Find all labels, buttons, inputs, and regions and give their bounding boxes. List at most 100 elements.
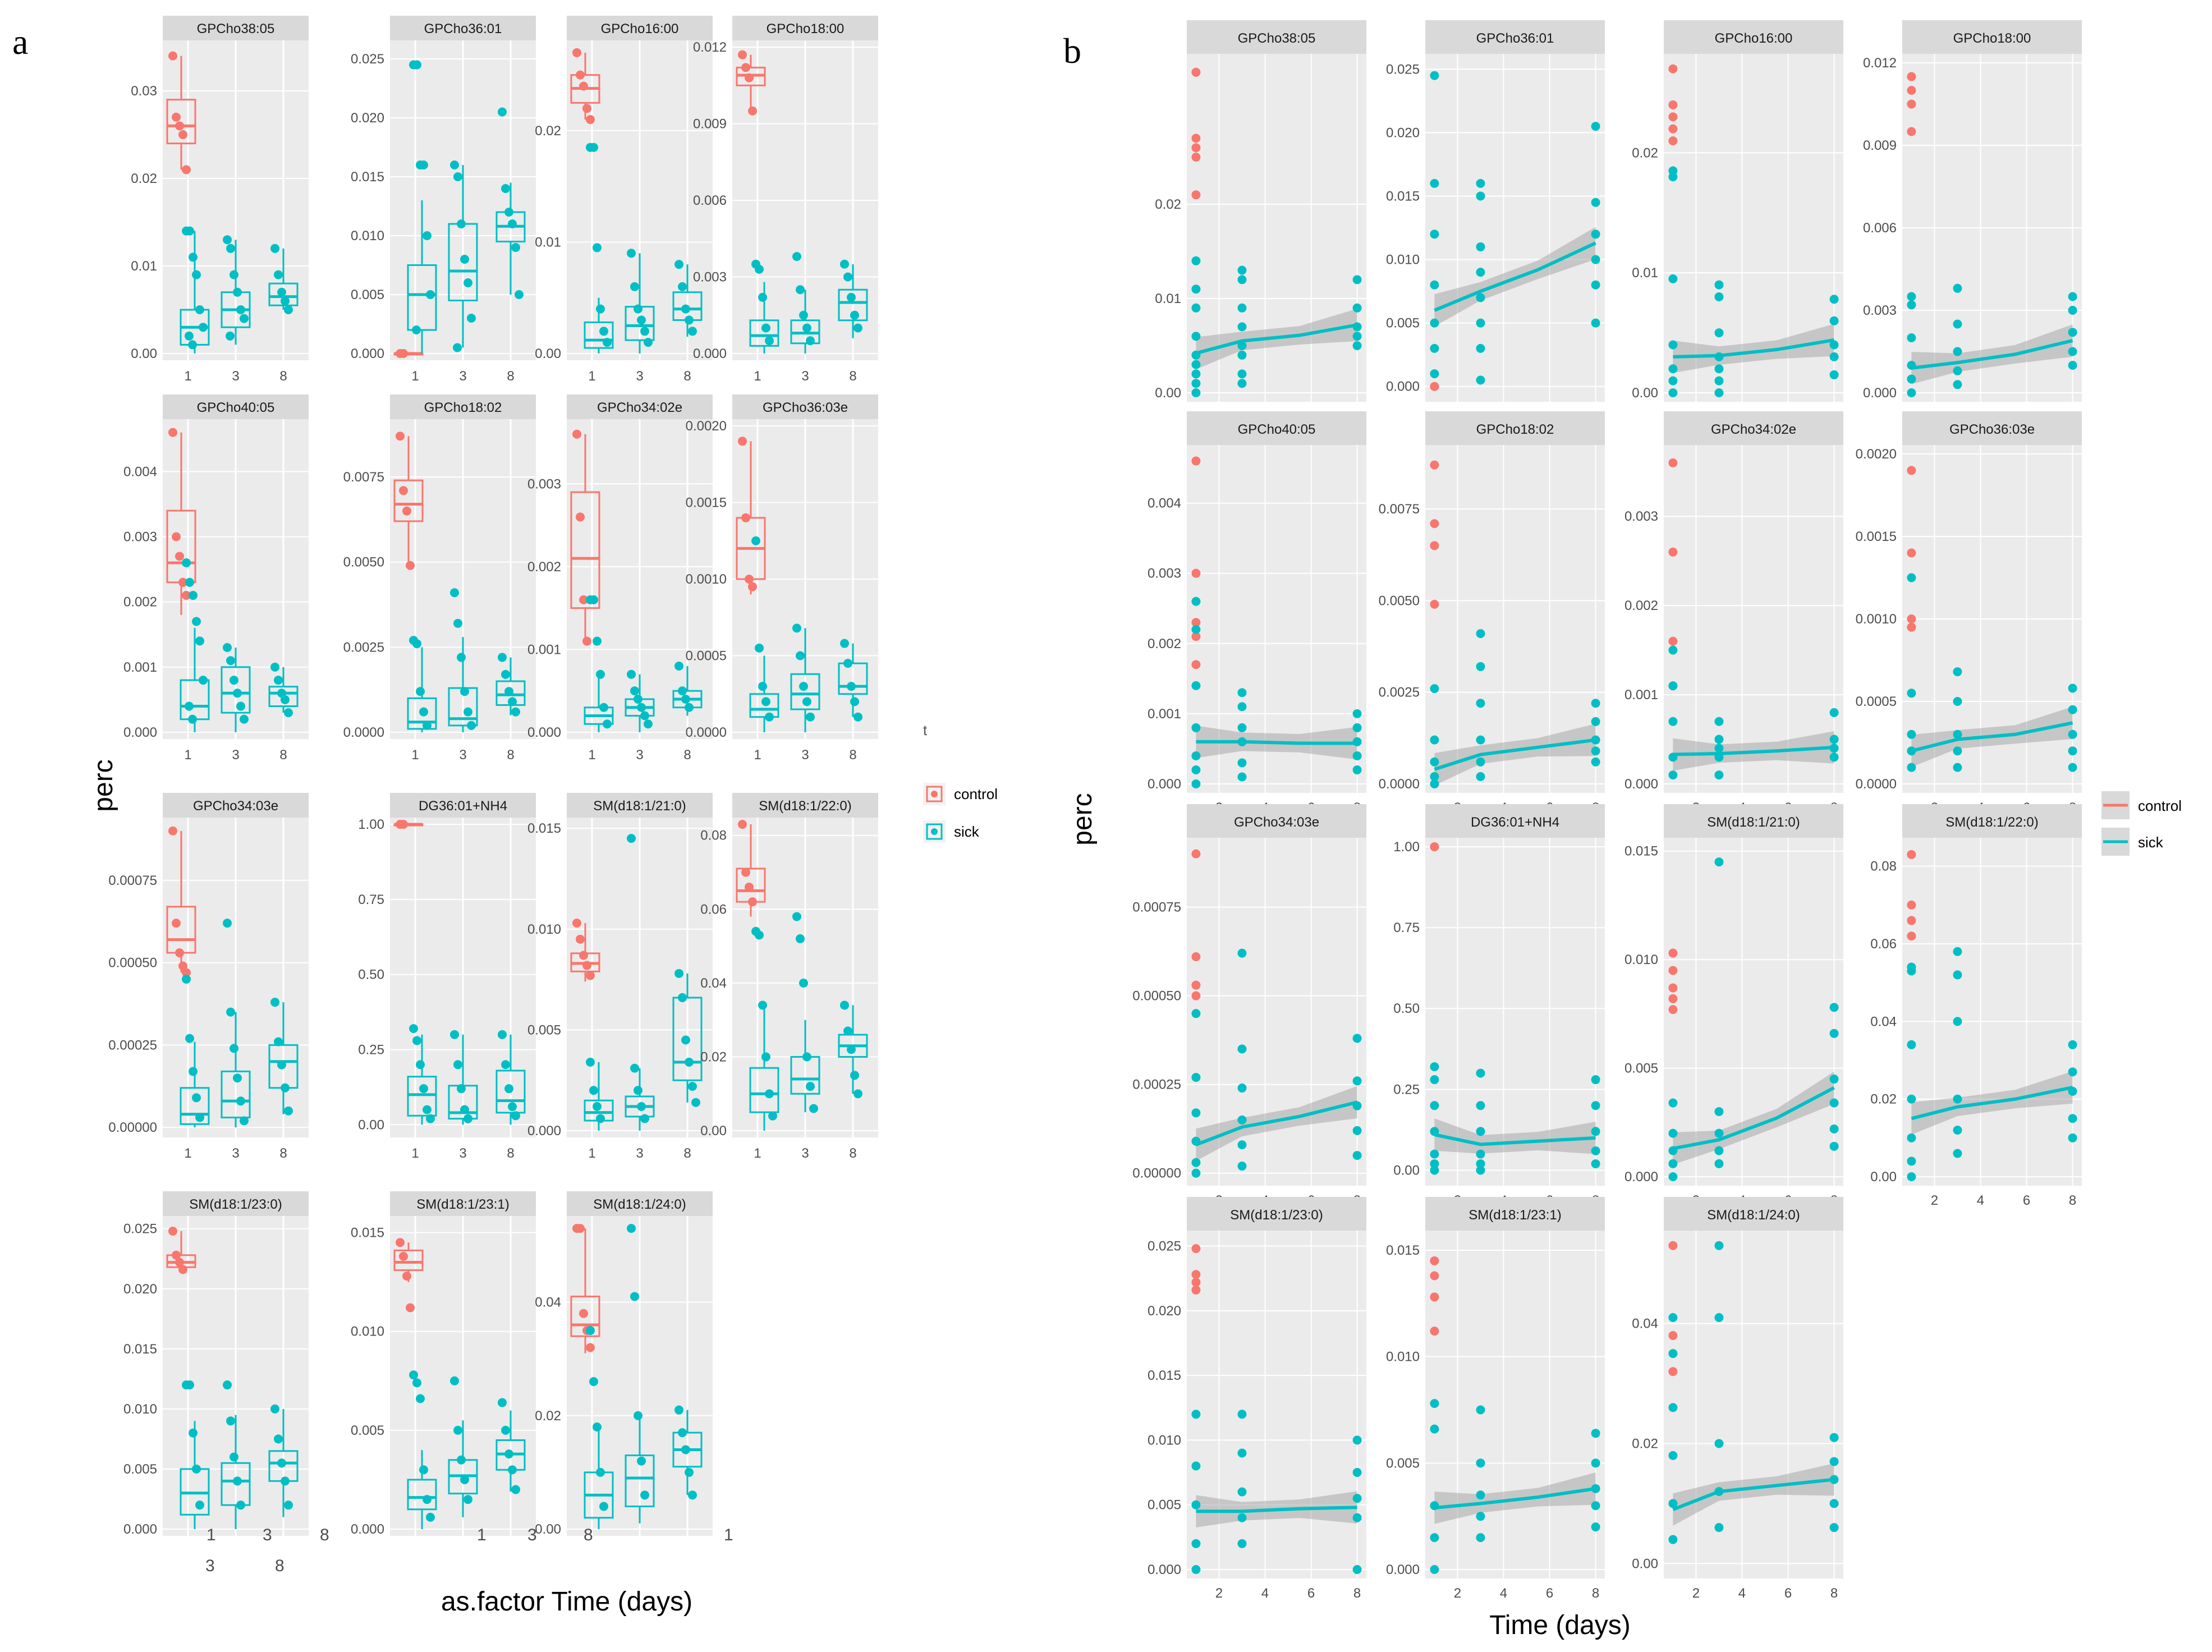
data-point-sick xyxy=(1668,1499,1678,1508)
data-point-sick xyxy=(426,290,435,299)
data-point-control xyxy=(1430,599,1439,609)
y-tick-label: 0.015 xyxy=(123,1342,157,1357)
data-point-sick xyxy=(416,687,425,696)
data-point-sick xyxy=(1953,1125,1962,1135)
data-point-sick xyxy=(761,1052,770,1062)
data-point-sick xyxy=(467,314,476,323)
data-point-sick xyxy=(586,1326,595,1336)
legend-key-control-box xyxy=(926,786,943,802)
x-tick-label: 6 xyxy=(1307,1586,1315,1601)
data-point-sick xyxy=(2068,292,2077,301)
box-iqr xyxy=(672,997,703,1081)
data-point-sick xyxy=(1237,322,1247,332)
data-point-sick xyxy=(1476,1490,1485,1500)
data-point-sick xyxy=(765,336,774,346)
data-point-sick xyxy=(409,1024,418,1033)
data-point-sick xyxy=(685,1467,694,1477)
data-point-sick xyxy=(1591,757,1600,767)
data-point-sick xyxy=(1191,1108,1201,1118)
data-point-control xyxy=(1668,547,1678,557)
stray-label: 8 xyxy=(275,1557,284,1575)
data-point-control xyxy=(576,70,585,80)
y-tick-label: 0.02 xyxy=(700,1049,727,1064)
data-point-control xyxy=(1907,86,1916,95)
data-point-control xyxy=(1668,458,1678,467)
data-point-control xyxy=(182,165,191,175)
data-point-sick xyxy=(226,244,235,253)
data-point-control xyxy=(1191,980,1201,990)
data-point-sick xyxy=(1430,1149,1439,1159)
facet-a-5: GPCho18:02 0.0000 0.0025 0.0050 0.0075 1 3 8 xyxy=(343,394,536,763)
data-point-sick xyxy=(274,270,283,279)
y-tick-label: 0.015 xyxy=(527,821,561,836)
stray-label: 1 xyxy=(724,1526,733,1544)
data-point-sick xyxy=(853,712,862,722)
data-point-sick xyxy=(1237,758,1247,768)
data-point-sick xyxy=(1668,1128,1678,1138)
y-tick-label: 0.000 xyxy=(693,346,727,361)
facet-b-7: GPCho36:03e 0.0000 0.0005 0.0010 0.0015 0.002… xyxy=(1856,411,2082,815)
data-point-control xyxy=(738,50,747,59)
data-point-sick xyxy=(1237,275,1247,284)
data-point-sick xyxy=(1953,729,1962,739)
data-point-control xyxy=(182,968,191,978)
data-point-sick xyxy=(1430,318,1439,328)
y-tick-label: 0.0075 xyxy=(1379,502,1420,517)
data-point-sick xyxy=(498,107,507,117)
data-point-control xyxy=(1191,153,1201,162)
panel-b-legend: control sick xyxy=(2101,791,2182,856)
data-point-sick xyxy=(274,1434,283,1444)
data-point-sick xyxy=(678,993,687,1002)
data-point-sick xyxy=(1237,1539,1247,1548)
data-point-sick xyxy=(2068,1114,2077,1123)
data-point-sick xyxy=(188,340,197,350)
legend-b-label-control: control xyxy=(2138,797,2182,814)
data-point-sick xyxy=(511,1111,520,1121)
stray-label: 1 xyxy=(206,1526,216,1544)
data-point-control xyxy=(178,1265,187,1274)
data-point-sick xyxy=(589,143,598,152)
data-point-sick xyxy=(453,343,462,352)
y-tick-label: 0.04 xyxy=(700,976,727,991)
data-point-sick xyxy=(1591,255,1600,264)
data-point-sick xyxy=(1907,292,1916,301)
data-point-sick xyxy=(182,974,191,984)
data-point-sick xyxy=(1237,772,1247,782)
data-point-sick xyxy=(2068,1086,2077,1096)
y-tick-label: 0.003 xyxy=(1148,566,1181,581)
y-tick-label: 0.010 xyxy=(1148,1433,1181,1448)
data-point-sick xyxy=(1237,1162,1247,1171)
data-point-sick xyxy=(1829,1029,1839,1038)
data-point-sick xyxy=(1668,752,1678,762)
box-iqr xyxy=(790,673,820,710)
data-point-sick xyxy=(226,1007,235,1017)
data-point-sick xyxy=(1430,757,1439,767)
y-tick-label: 0.015 xyxy=(1386,189,1420,204)
data-point-sick xyxy=(799,978,808,988)
data-point-sick xyxy=(1591,735,1600,745)
facet-a-8: GPCho34:03e 0.00000 0.00025 0.00050 0.00075 1… xyxy=(108,793,309,1161)
data-point-sick xyxy=(799,310,808,320)
data-point-sick xyxy=(1591,318,1600,328)
data-point-sick xyxy=(1191,625,1201,634)
data-point-sick xyxy=(274,676,283,685)
data-point-sick xyxy=(230,270,238,279)
y-tick-label: 0.015 xyxy=(1624,844,1658,859)
data-point-control xyxy=(1907,127,1916,136)
smooth-fit-line xyxy=(1196,1506,1357,1513)
data-point-control xyxy=(1907,466,1916,475)
data-point-sick xyxy=(1953,697,1962,706)
data-point-sick xyxy=(627,669,636,679)
data-point-sick xyxy=(1476,1458,1485,1468)
data-point-control xyxy=(748,106,757,116)
box-iqr xyxy=(407,1076,437,1117)
data-point-sick xyxy=(1907,763,1916,772)
data-point-sick xyxy=(1191,1136,1201,1146)
data-point-sick xyxy=(1668,1535,1678,1544)
data-point-sick xyxy=(1237,1115,1247,1125)
data-point-control xyxy=(1191,849,1201,859)
data-point-sick xyxy=(792,252,801,261)
data-point-sick xyxy=(1668,364,1678,374)
x-tick-label: 4 xyxy=(1977,1193,1984,1208)
